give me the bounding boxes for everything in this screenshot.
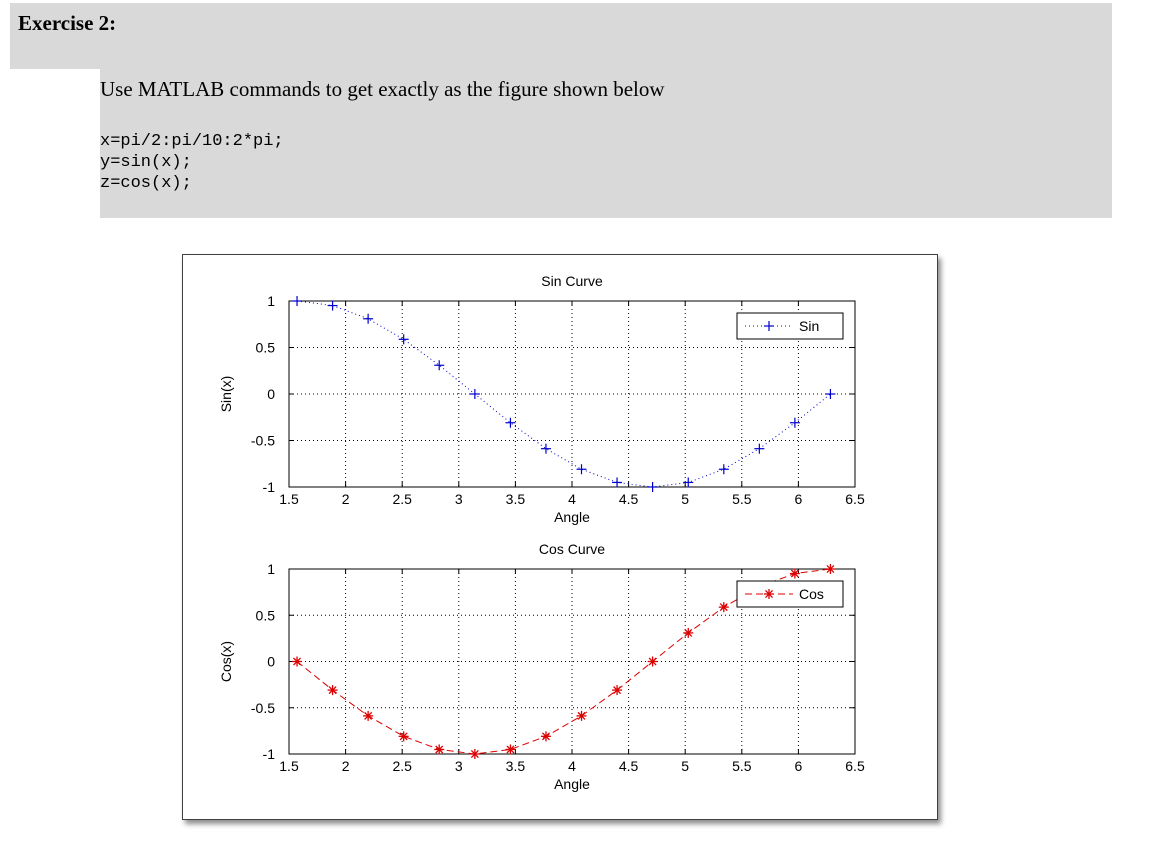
task-box: Use MATLAB commands to get exactly as th… (100, 69, 1112, 218)
data-point (363, 710, 374, 721)
data-point (327, 685, 338, 696)
data-point (754, 443, 765, 454)
y-tick-label: -1 (263, 479, 276, 495)
x-tick-label: 4.5 (619, 491, 639, 507)
x-tick-label: 6.5 (845, 491, 865, 507)
x-tick-label: 3 (455, 758, 463, 774)
data-point (612, 685, 623, 696)
y-tick-label: -0.5 (251, 700, 275, 716)
x-tick-label: 5.5 (732, 758, 752, 774)
legend-label: Cos (799, 586, 824, 602)
data-point (647, 482, 658, 492)
data-point (683, 627, 694, 638)
x-tick-label: 4 (568, 491, 576, 507)
y-tick-label: -0.5 (251, 433, 275, 449)
data-point (540, 443, 551, 454)
x-tick-label: 1.5 (279, 491, 299, 507)
data-point (469, 749, 480, 759)
data-point (469, 389, 480, 399)
x-tick-label: 4.5 (619, 758, 639, 774)
x-tick-label: 3.5 (506, 758, 526, 774)
data-point (718, 464, 729, 475)
data-point (363, 313, 374, 324)
x-tick-label: 2.5 (392, 491, 412, 507)
x-tick-label: 3.5 (506, 491, 526, 507)
data-point (434, 360, 445, 371)
x-tick-label: 6.5 (845, 758, 865, 774)
y-tick-label: 1 (267, 561, 275, 577)
x-tick-label: 4 (568, 758, 576, 774)
data-point (576, 710, 587, 721)
x-tick-label: 2 (342, 491, 350, 507)
data-point (327, 300, 338, 311)
x-tick-label: 6 (795, 758, 803, 774)
data-point (505, 744, 516, 755)
exercise-header: Exercise 2: (10, 3, 1112, 69)
sin-chart: 1.5 2 2.5 3 3.5 4 4.5 5 5.5 6 6.5 -1 -0.5 0 0.5 1 Sin Cu… (218, 273, 865, 525)
data-point (825, 564, 836, 574)
data-point (576, 464, 587, 475)
y-tick-label: -1 (263, 746, 276, 762)
data-point (505, 417, 516, 428)
chart-title: Cos Curve (539, 541, 605, 557)
figure-canvas: 1.5 2 2.5 3 3.5 4 4.5 5 5.5 6 6.5 -1 -0.5 0 0.5 1 Sin Cu… (218, 273, 865, 792)
x-axis-label: Angle (554, 509, 590, 525)
x-tick-label: 3 (455, 491, 463, 507)
data-point (612, 477, 623, 488)
data-point (825, 389, 836, 399)
y-axis-label: Cos(x) (218, 641, 234, 682)
chart-title: Sin Curve (541, 273, 603, 289)
x-tick-label: 2 (342, 758, 350, 774)
cos-chart: 1.5 2 2.5 3 3.5 4 4.5 5 5.5 6 6.5 -1 -0.5 0 0.5 1 Cos Cu… (218, 541, 865, 792)
x-tick-label: 5 (681, 758, 689, 774)
y-tick-label: 0 (267, 654, 275, 670)
y-tick-label: 0.5 (256, 340, 276, 356)
code-line: y=sin(x); (100, 153, 192, 172)
data-point (540, 731, 551, 742)
x-tick-label: 1.5 (279, 758, 299, 774)
data-point (789, 568, 800, 579)
data-point (292, 296, 303, 306)
code-line: z=cos(x); (100, 174, 192, 193)
code-block: x=pi/2:pi/10:2*pi; y=sin(x); z=cos(x); (100, 131, 284, 194)
y-tick-label: 0 (267, 386, 275, 402)
x-tick-label: 6 (795, 491, 803, 507)
x-tick-label: 5.5 (732, 491, 752, 507)
data-point (398, 731, 409, 742)
data-point (647, 656, 658, 667)
legend-label: Sin (799, 318, 819, 334)
data-point (434, 744, 445, 755)
exercise-title: Exercise 2: (18, 11, 117, 35)
x-axis-label: Angle (554, 776, 590, 792)
x-tick-label: 2.5 (392, 758, 412, 774)
code-line: x=pi/2:pi/10:2*pi; (100, 132, 284, 151)
data-point (718, 602, 729, 613)
data-point (789, 417, 800, 428)
data-point (398, 334, 409, 345)
y-axis-label: Sin(x) (218, 376, 234, 413)
y-tick-label: 0.5 (256, 607, 276, 623)
x-tick-label: 5 (681, 491, 689, 507)
legend: Sin (736, 312, 844, 340)
y-tick-label: 1 (267, 293, 275, 309)
matlab-figure: 1.5 2 2.5 3 3.5 4 4.5 5 5.5 6 6.5 -1 -0.5 0 0.5 1 Sin Cu… (182, 254, 938, 820)
task-instruction: Use MATLAB commands to get exactly as th… (100, 77, 665, 101)
legend-marker (765, 590, 773, 598)
data-point (292, 656, 303, 667)
data-point (683, 477, 694, 488)
legend: Cos (736, 580, 844, 608)
